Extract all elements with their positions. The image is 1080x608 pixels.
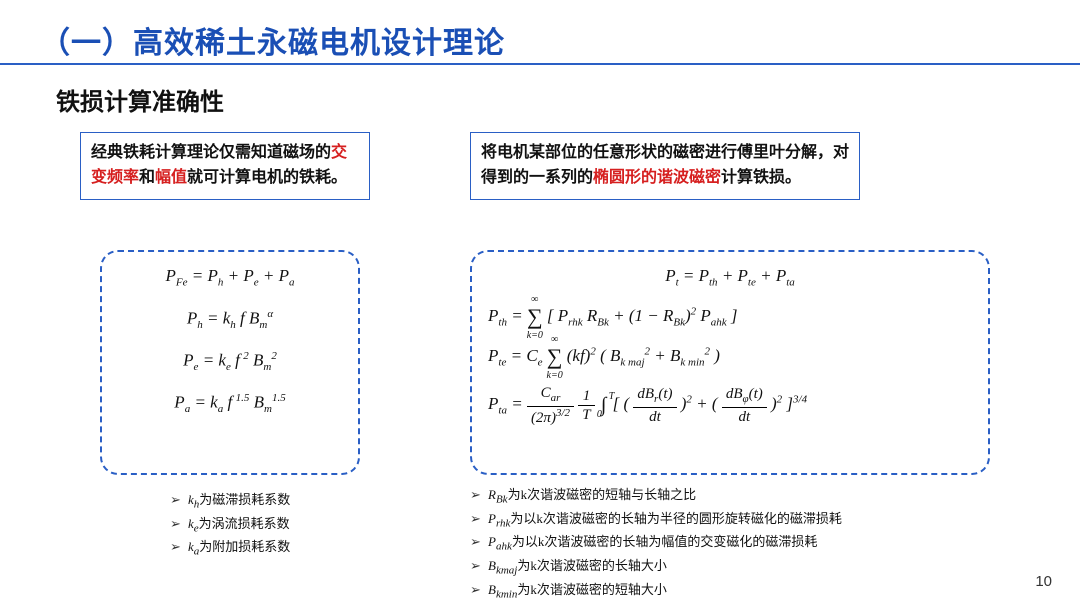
left-legend: ➢kh为磁滞损耗系数 ➢ke为涡流损耗系数 ➢ka为附加损耗系数 <box>170 490 290 561</box>
left-description-box: 经典铁耗计算理论仅需知道磁场的交变频率和幅值就可计算电机的铁耗。 <box>80 132 370 200</box>
legend-item: ➢ke为涡流损耗系数 <box>170 514 290 538</box>
equation: Pe = ke f 2 Bm2 <box>118 350 342 374</box>
title-underline <box>0 63 1080 65</box>
legend-item: ➢kh为磁滞损耗系数 <box>170 490 290 514</box>
equation: Pte = Ce ∑∞k=0 (kf)2 ( Bk maj2 + Bk min2… <box>488 344 972 370</box>
text: 就可计算电机的铁耗。 <box>187 169 347 186</box>
equation: Pta = Car(2π)3/2 1T ∫T0 [ ( dBr(t)dt )2 … <box>488 384 972 426</box>
equation: Pt = Pth + Pte + Pta <box>488 266 972 290</box>
equation: PFe = Ph + Pe + Pa <box>118 266 342 290</box>
text: 经典铁耗计算理论仅需知道磁场的 <box>91 144 331 161</box>
highlight-text: 椭圆形的谐波磁密 <box>593 169 721 186</box>
equation: Pa = ka f 1.5 Bm1.5 <box>118 392 342 416</box>
left-formula-box: PFe = Ph + Pe + Pa Ph = kh f Bmα Pe = ke… <box>100 250 360 475</box>
right-formula-box: Pt = Pth + Pte + Pta Pth = ∑∞k=0 [ Prhk … <box>470 250 990 475</box>
legend-item: ➢Bkmaj为k次谐波磁密的长轴大小 <box>470 556 842 580</box>
legend-item: ➢Bkmin为k次谐波磁密的短轴大小 <box>470 580 842 604</box>
section-title: （一）高效稀土永磁电机设计理论 <box>40 18 505 62</box>
text: 计算铁损。 <box>721 169 801 186</box>
legend-item: ➢RBk为k次谐波磁密的短轴与长轴之比 <box>470 485 842 509</box>
subtitle: 铁损计算准确性 <box>56 82 224 117</box>
right-legend: ➢RBk为k次谐波磁密的短轴与长轴之比 ➢Prhk为以k次谐波磁密的长轴为半径的… <box>470 485 842 603</box>
right-description-box: 将电机某部位的任意形状的磁密进行傅里叶分解，对得到的一系列的椭圆形的谐波磁密计算… <box>470 132 860 200</box>
highlight-text: 幅值 <box>155 169 187 186</box>
page-number: 10 <box>1035 573 1052 590</box>
text: 和 <box>139 169 155 186</box>
legend-item: ➢ka为附加损耗系数 <box>170 537 290 561</box>
legend-item: ➢Pahk为以k次谐波磁密的长轴为幅值的交变磁化的磁滞损耗 <box>470 532 842 556</box>
equation: Ph = kh f Bmα <box>118 308 342 332</box>
legend-item: ➢Prhk为以k次谐波磁密的长轴为半径的圆形旋转磁化的磁滞损耗 <box>470 509 842 533</box>
equation: Pth = ∑∞k=0 [ Prhk RBk + (1 − RBk)2 Pahk… <box>488 304 972 330</box>
